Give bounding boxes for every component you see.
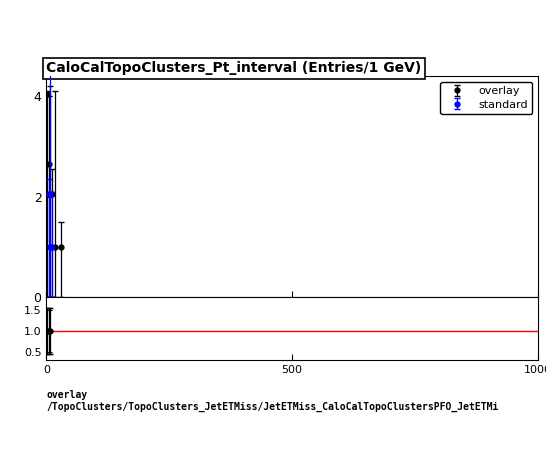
- Text: overlay
/TopoClusters/TopoClusters_JetETMiss/JetETMiss_CaloCalTopoClustersPFO_Je: overlay /TopoClusters/TopoClusters_JetET…: [46, 390, 499, 412]
- Text: CaloCalTopoClusters_Pt_interval (Entries/1 GeV): CaloCalTopoClusters_Pt_interval (Entries…: [46, 61, 422, 75]
- Legend: overlay, standard: overlay, standard: [441, 82, 532, 114]
